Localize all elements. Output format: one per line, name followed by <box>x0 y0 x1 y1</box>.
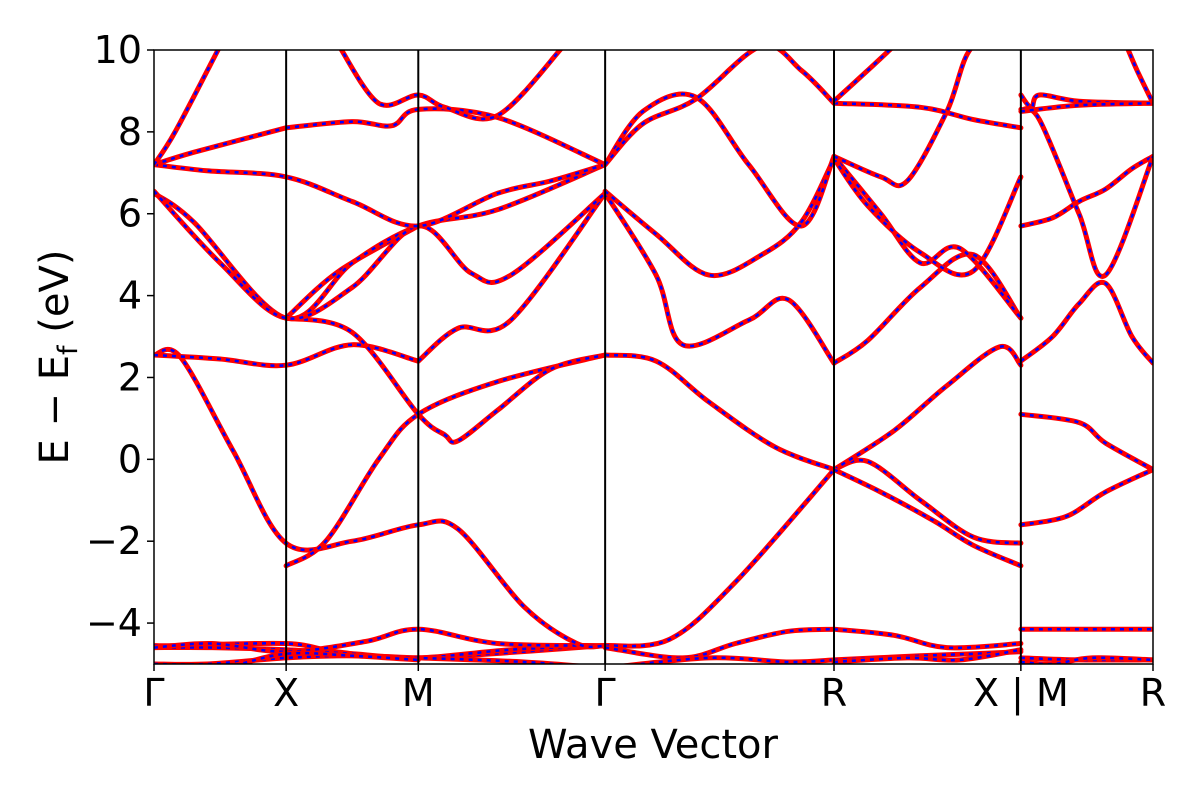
band-12-solid <box>154 162 608 322</box>
band-8-dashed <box>285 353 606 567</box>
band-13-solid <box>154 188 608 322</box>
y-tick-label: 4 <box>118 274 142 318</box>
band-18-solid <box>338 50 564 122</box>
band-17-dashed <box>154 50 220 166</box>
band-20-solid <box>602 467 837 649</box>
band-33-dashed <box>833 50 972 187</box>
band-15-solid <box>283 106 608 168</box>
band-18-dashed <box>340 50 562 121</box>
band-28-dashed <box>833 345 1022 471</box>
band-23-dashed <box>604 92 836 228</box>
band-24-dashed <box>604 50 835 166</box>
band-lines <box>154 50 1153 664</box>
band-32-dashed <box>832 157 1023 277</box>
band-20-dashed <box>604 468 835 648</box>
band-27-solid <box>831 457 1024 546</box>
band-14-dashed <box>154 126 287 166</box>
x-tick-label: X | M <box>973 671 1069 716</box>
y-axis-title-unit: (eV) <box>32 250 78 333</box>
band-7-dashed <box>417 192 607 363</box>
band-23-solid <box>602 91 837 229</box>
band-33-solid <box>831 50 974 189</box>
band-24-solid <box>602 50 837 168</box>
band-34-solid <box>831 100 1024 131</box>
band-19-solid <box>602 352 837 473</box>
band-22-dashed <box>604 157 836 277</box>
band-43-solid <box>1018 106 1153 279</box>
band-27-dashed <box>833 458 1022 545</box>
band-29-solid <box>831 467 1024 569</box>
band-21-dashed <box>604 192 836 364</box>
band-5-solid <box>154 346 608 650</box>
x-tick-label: R <box>1140 671 1166 715</box>
band-41-dashed <box>1020 281 1153 364</box>
y-axis-ticks: −4 −2 0 2 4 6 8 10 <box>86 28 154 645</box>
y-axis-title: E − Ef (eV) <box>32 250 84 465</box>
y-tick-label: 2 <box>118 355 142 399</box>
band-26-solid <box>619 655 837 664</box>
x-tick-label: Γ <box>595 671 616 715</box>
band-43-dashed <box>1020 107 1153 278</box>
band-41-solid <box>1018 279 1153 366</box>
x-tick-label: Γ <box>143 671 164 715</box>
y-tick-label: −4 <box>86 601 142 645</box>
band-15-dashed <box>285 107 606 166</box>
band-46-dashed <box>1126 50 1153 104</box>
band-30-solid <box>831 251 1024 366</box>
y-axis-title-subscript: f <box>53 344 84 355</box>
band-39-solid <box>1018 411 1153 473</box>
plot-frame <box>153 49 1154 665</box>
band-31-dashed <box>833 155 1022 319</box>
y-tick-label: 10 <box>94 28 142 72</box>
band-25-dashed <box>604 627 835 660</box>
band-38-dashed <box>833 648 1022 664</box>
y-tick-label: 0 <box>118 437 142 481</box>
y-axis-title-main: E − E <box>32 355 78 465</box>
band-8-solid <box>283 352 608 569</box>
band-22-solid <box>602 156 837 279</box>
y-axis-title-space <box>32 333 78 346</box>
band-16-dashed <box>154 163 606 228</box>
band-34-dashed <box>833 101 1022 130</box>
x-tick-label: M <box>402 671 435 715</box>
x-tick-label: X <box>273 671 299 715</box>
band-40-dashed <box>1020 468 1153 527</box>
band-5-dashed <box>154 348 606 649</box>
band-19-dashed <box>604 353 835 471</box>
band-40-solid <box>1018 467 1153 528</box>
band-45-solid <box>1018 100 1153 114</box>
y-tick-label: 8 <box>118 110 142 154</box>
band-12-dashed <box>154 163 606 320</box>
band-39-dashed <box>1020 413 1153 471</box>
y-tick-label: 6 <box>118 192 142 236</box>
band-42-dashed <box>1020 155 1153 228</box>
band-28-solid <box>831 343 1024 473</box>
band-35-dashed <box>833 50 892 103</box>
high-symmetry-lines <box>285 50 1022 664</box>
band-10-dashed <box>285 316 606 444</box>
band-36-dashed <box>833 627 1021 650</box>
y-tick-label: −2 <box>86 519 142 563</box>
band-30-dashed <box>833 252 1022 365</box>
band-29-dashed <box>833 468 1022 567</box>
x-axis-ticks: Γ X M Γ R X | M R <box>143 664 1166 716</box>
x-tick-label: R <box>821 671 847 715</box>
band-3-dashed <box>154 627 606 653</box>
x-axis-title: Wave Vector <box>528 722 779 768</box>
